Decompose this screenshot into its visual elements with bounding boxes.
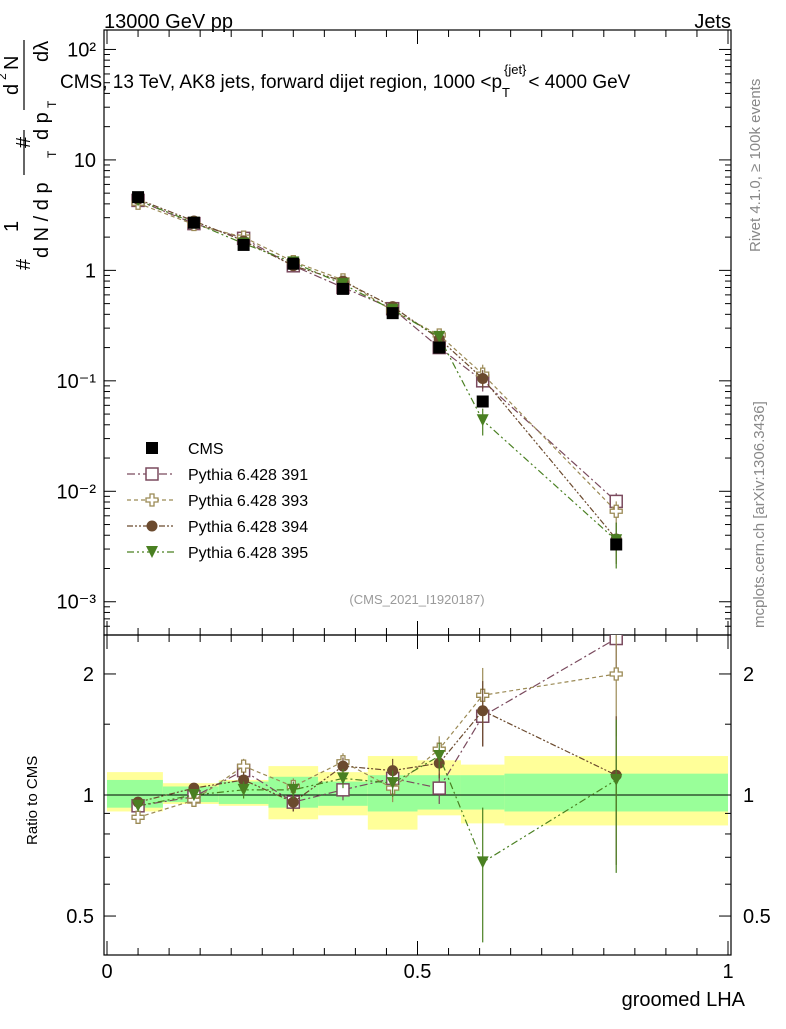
ratio-series-pythia-6-428-395 — [132, 719, 623, 943]
legend-label: Pythia 6.428 393 — [188, 493, 308, 510]
ratio-point — [337, 760, 349, 772]
ratio-series — [131, 635, 623, 943]
series-pythia-6-428-395 — [132, 194, 623, 569]
ratio-y-tick-label: 1 — [83, 785, 94, 807]
ratio-point — [237, 783, 250, 796]
legend-entry: CMS — [146, 441, 224, 458]
legend-entry: Pythia 6.428 391 — [127, 467, 308, 484]
svg-text:#: # — [13, 258, 35, 270]
ratio-point — [132, 799, 145, 812]
data-point — [336, 282, 349, 295]
ratio-point — [386, 777, 399, 790]
y-tick-label: 10² — [67, 39, 96, 61]
data-point — [287, 257, 300, 270]
ratio-point — [131, 810, 145, 824]
header-process: Jets — [694, 11, 731, 33]
legend-marker — [145, 493, 159, 507]
x-axis-label: groomed LHA — [622, 989, 746, 1011]
x-tick-label: 1 — [722, 961, 733, 983]
ratio-point — [477, 705, 489, 717]
data-point — [132, 191, 145, 204]
y-tick-label: 10⁻³ — [57, 592, 97, 614]
mcplots-label: mcplots.cern.ch [arXiv:1306.3436] — [751, 401, 768, 628]
x-tick-label: 0 — [101, 961, 112, 983]
y-tick-label: 10⁻¹ — [57, 371, 97, 393]
ratio-axes: 0.5 0.5 1 1 2 2 0 0.5 1 — [66, 634, 771, 983]
legend-label: Pythia 6.428 391 — [188, 467, 308, 484]
ratio-point — [187, 789, 200, 801]
data-point — [609, 504, 623, 518]
series-pythia-6-428-391 — [131, 193, 623, 512]
data-point — [386, 307, 399, 320]
series-line — [137, 198, 617, 540]
legend-marker — [146, 520, 158, 532]
ratio-point — [610, 773, 623, 786]
ratio-point — [336, 772, 349, 785]
svg-text:d N / d p: d N / d p — [31, 182, 53, 258]
data-point — [187, 216, 200, 229]
ratio-y-tick-label-right: 2 — [743, 664, 754, 686]
ratio-point — [433, 750, 446, 763]
main-series — [131, 191, 623, 569]
ratio-point — [609, 667, 623, 681]
series-line — [137, 202, 617, 512]
data-point — [476, 414, 489, 427]
svg-text:dλ: dλ — [31, 41, 53, 62]
y-tick-label: 1 — [85, 260, 96, 282]
data-point — [433, 341, 446, 354]
ratio-y-tick-label: 0.5 — [66, 906, 94, 928]
legend-marker — [146, 442, 158, 454]
legend-label: Pythia 6.428 394 — [188, 519, 308, 536]
ratio-y-tick-label-right: 1 — [743, 785, 754, 807]
series-line — [137, 199, 617, 541]
svg-text:T: T — [45, 100, 59, 108]
legend-entry: Pythia 6.428 394 — [127, 519, 308, 536]
data-point — [610, 538, 623, 551]
legend-label: CMS — [188, 441, 224, 458]
main-y-label: # 1 d N / d p T # d 2 N d p T dλ — [0, 40, 59, 270]
legend-marker — [145, 467, 159, 481]
ratio-y-tick-label-right: 0.5 — [743, 906, 771, 928]
svg-text:T: T — [45, 150, 59, 158]
legend-entry: Pythia 6.428 393 — [127, 493, 308, 510]
plot-title: CMS, 13 TeV, AK8 jets, forward dijet reg… — [60, 62, 631, 100]
legend: CMS Pythia 6.428 391 Pythia 6.428 393 Pythi… — [127, 441, 308, 562]
ratio-y-label: Ratio to CMS — [24, 756, 41, 845]
ratio-point — [238, 774, 250, 786]
svg-text:d p: d p — [31, 112, 53, 140]
data-point — [477, 372, 489, 384]
svg-text:2: 2 — [0, 73, 9, 80]
y-tick-label: 10 — [74, 150, 96, 172]
data-point — [237, 238, 250, 251]
ratio-series-line — [137, 638, 617, 807]
svg-text:1: 1 — [1, 221, 23, 232]
legend-marker — [146, 546, 158, 558]
svg-text:N: N — [1, 56, 23, 70]
ratio-point — [287, 783, 300, 796]
analysis-watermark: (CMS_2021_I1920187) — [349, 592, 484, 607]
data-point — [476, 395, 489, 408]
ratio-point — [476, 856, 489, 869]
legend-label: Pythia 6.428 395 — [188, 545, 308, 562]
ratio-point — [432, 781, 446, 795]
ratio-band-inner — [460, 775, 505, 810]
legend-entry: Pythia 6.428 395 — [127, 545, 308, 562]
rivet-label: Rivet 4.1.0, ≥ 100k events — [747, 79, 764, 252]
x-tick-label: 0.5 — [404, 961, 432, 983]
data-point — [433, 330, 446, 343]
ratio-point — [287, 796, 299, 808]
series-cms — [132, 191, 623, 551]
ratio-point — [236, 759, 251, 773]
main-axes: 10² 10 1 10⁻¹ 10⁻² 10⁻³ — [57, 29, 732, 636]
y-tick-label: 10⁻² — [57, 481, 97, 503]
series-line — [137, 199, 617, 502]
header-energy: 13000 GeV pp — [104, 11, 233, 33]
svg-text:d: d — [1, 84, 23, 95]
ratio-y-tick-label: 2 — [83, 664, 94, 686]
